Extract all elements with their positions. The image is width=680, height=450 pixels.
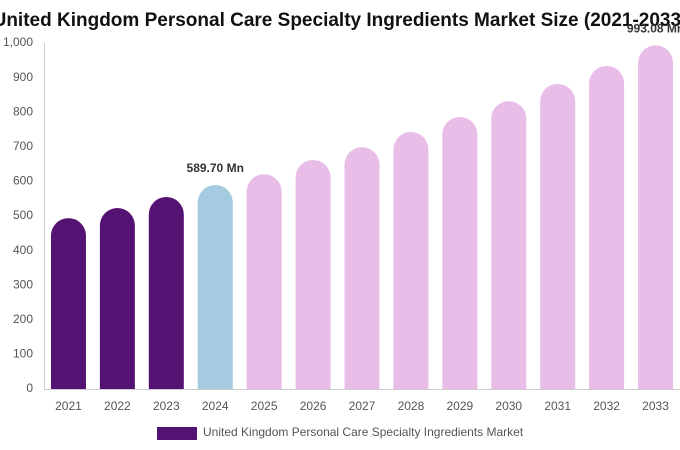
- x-tick-label: 2027: [349, 399, 376, 413]
- legend-label: United Kingdom Personal Care Specialty I…: [203, 425, 524, 439]
- x-tick-label: 2028: [398, 399, 425, 413]
- y-tick-label: 600: [13, 174, 33, 188]
- legend-swatch: [157, 427, 197, 440]
- bar: [148, 196, 184, 389]
- x-tick-label: 2026: [300, 399, 327, 413]
- y-tick-label: 900: [13, 70, 33, 84]
- x-tick-label: 2033: [642, 399, 669, 413]
- bar: [246, 174, 282, 389]
- value-label: 993.08 Mn: [627, 22, 680, 36]
- y-tick-label: 0: [26, 381, 33, 395]
- x-tick-label: 2029: [446, 399, 473, 413]
- bar: [197, 184, 233, 389]
- y-tick-label: 100: [13, 347, 33, 361]
- bar: [50, 218, 86, 389]
- bar: [99, 208, 135, 389]
- bar: [295, 159, 331, 389]
- chart-title: United Kingdom Personal Care Specialty I…: [0, 10, 680, 31]
- x-tick-label: 2030: [495, 399, 522, 413]
- x-tick-label: 2022: [104, 399, 131, 413]
- bar: [540, 83, 576, 389]
- bar: [589, 65, 625, 390]
- bar: [638, 45, 674, 390]
- y-tick-label: 1,000: [3, 35, 33, 49]
- bar: [344, 147, 380, 389]
- value-label: 589.70 Mn: [187, 161, 244, 175]
- bar: [491, 101, 527, 390]
- y-tick-label: 200: [13, 312, 33, 326]
- y-tick-label: 400: [13, 243, 33, 257]
- x-tick-label: 2024: [202, 399, 229, 413]
- x-tick-label: 2023: [153, 399, 180, 413]
- x-tick-label: 2021: [55, 399, 82, 413]
- y-tick-label: 300: [13, 277, 33, 291]
- bar: [442, 117, 478, 389]
- y-tick-label: 500: [13, 208, 33, 222]
- x-tick-label: 2031: [544, 399, 571, 413]
- y-tick-label: 700: [13, 139, 33, 153]
- y-tick-label: 800: [13, 104, 33, 118]
- bar: [393, 131, 429, 389]
- x-tick-label: 2032: [593, 399, 620, 413]
- x-tick-label: 2025: [251, 399, 278, 413]
